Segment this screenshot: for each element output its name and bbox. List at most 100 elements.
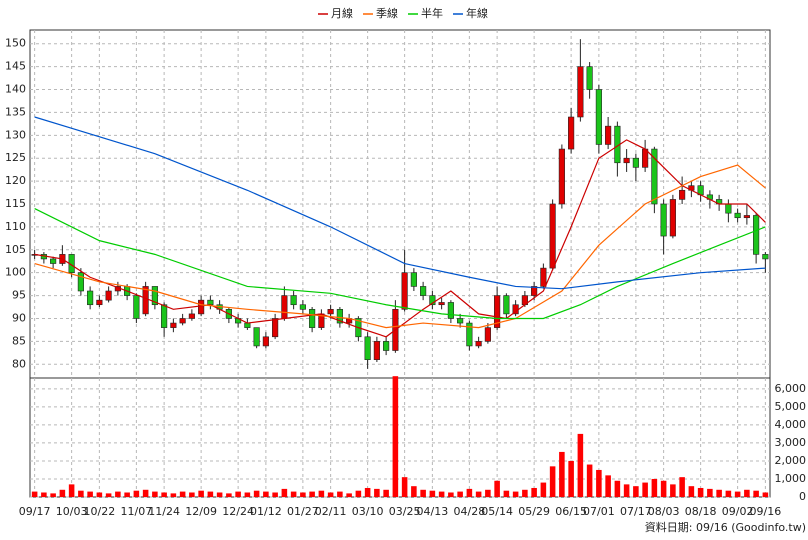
candle-body xyxy=(484,327,491,342)
candle-body xyxy=(290,295,297,306)
candle-body xyxy=(410,272,417,287)
volume-bar xyxy=(170,493,177,497)
volume-bar xyxy=(31,491,38,497)
volume-bar xyxy=(355,490,362,497)
volume-bar xyxy=(290,491,297,497)
volume-bar xyxy=(614,480,621,497)
volume-bar xyxy=(540,482,547,497)
volume-bar xyxy=(633,486,639,497)
y-tick-label: 145 xyxy=(5,60,26,73)
legend-label: 半年 xyxy=(421,6,443,20)
candle-body xyxy=(188,313,195,319)
x-tick-label: 07/17 xyxy=(620,505,652,518)
volume-bar xyxy=(411,486,417,497)
y-tick-label: 100 xyxy=(5,266,26,279)
x-tick-label: 08/18 xyxy=(685,505,717,518)
volume-bar xyxy=(383,489,389,497)
legend-label: 年線 xyxy=(466,6,488,20)
volume-bar xyxy=(87,491,93,497)
candle-body xyxy=(679,189,686,200)
volume-bar xyxy=(485,489,491,497)
x-tick-label: 01/12 xyxy=(250,505,282,518)
volume-bar xyxy=(651,478,658,497)
volume-bar xyxy=(559,451,565,497)
candle-body xyxy=(475,341,482,347)
volume-bar xyxy=(50,493,56,497)
x-tick-label: 09/02 xyxy=(722,505,754,518)
y-tick-label: 115 xyxy=(5,197,26,210)
volume-bar xyxy=(744,489,750,497)
volume-panel xyxy=(29,377,771,498)
x-tick-label: 02/11 xyxy=(315,505,347,518)
legend-label: 季線 xyxy=(376,6,398,20)
volume-bar xyxy=(586,464,593,497)
volume-bar xyxy=(216,492,223,497)
candle-body xyxy=(447,302,454,319)
volume-bar xyxy=(59,489,66,497)
candle-body xyxy=(179,318,186,324)
volume-bar xyxy=(226,493,232,497)
y-tick-label: 105 xyxy=(5,243,26,256)
candle-body xyxy=(494,295,501,328)
candle-body xyxy=(299,304,306,310)
volume-bar xyxy=(392,376,399,497)
volume-bar xyxy=(660,480,667,497)
volume-bar xyxy=(161,492,167,497)
volume-bar xyxy=(374,488,380,497)
x-tick-label: 12/24 xyxy=(222,505,254,518)
volume-bar xyxy=(725,490,732,497)
x-tick-label: 03/10 xyxy=(352,505,384,518)
volume-bar xyxy=(152,491,158,497)
candle-body xyxy=(309,309,316,328)
x-tick-label: 04/28 xyxy=(454,505,486,518)
volume-bar xyxy=(364,487,371,497)
candle-body xyxy=(336,309,343,324)
candle-body xyxy=(96,299,103,306)
volume-bar xyxy=(96,492,103,497)
candle-body xyxy=(623,157,630,164)
volume-bar xyxy=(318,490,325,497)
candle-body xyxy=(568,116,575,150)
candle-body xyxy=(373,341,380,360)
y-tick-label: 120 xyxy=(5,174,26,187)
candle-body xyxy=(605,125,612,145)
volume-bar xyxy=(512,491,519,497)
candle-body xyxy=(632,157,639,168)
y2-tick-label: 0 xyxy=(799,490,806,503)
x-tick-label: 11/24 xyxy=(148,505,180,518)
y2-tick-label: 6,000 xyxy=(775,382,807,395)
volume-bar xyxy=(679,477,685,497)
ma-line xyxy=(34,116,766,290)
y2-tick-label: 5,000 xyxy=(775,400,807,413)
y-tick-label: 135 xyxy=(5,105,26,118)
candle-body xyxy=(743,215,750,219)
y-tick-label: 150 xyxy=(5,37,26,50)
candle-body xyxy=(198,299,205,315)
y2-tick-label: 2,000 xyxy=(775,454,807,467)
volume-bar xyxy=(466,488,473,497)
volume-bar xyxy=(309,491,315,497)
volume-bar xyxy=(124,492,130,497)
x-tick-label: 03/25 xyxy=(389,505,421,518)
volume-bar xyxy=(688,486,695,497)
volume-bar xyxy=(596,469,602,497)
candle-body xyxy=(161,304,168,328)
volume-bar xyxy=(457,491,463,497)
candle-body xyxy=(253,327,260,347)
volume-bar xyxy=(244,492,251,497)
volume-bar xyxy=(503,490,510,497)
volume-bar xyxy=(189,492,195,497)
volume-bar xyxy=(337,491,343,497)
y2-tick-label: 3,000 xyxy=(775,436,807,449)
x-tick-label: 05/14 xyxy=(481,505,513,518)
candle-body xyxy=(383,341,390,351)
volume-bar xyxy=(670,484,676,497)
ma-line xyxy=(34,139,766,338)
candle-body xyxy=(540,267,547,287)
volume-bar xyxy=(642,482,648,497)
candle-body xyxy=(753,215,760,255)
volume-bar xyxy=(429,490,436,497)
legend-label: 月線 xyxy=(331,6,353,20)
candle-body xyxy=(272,318,279,338)
volume-bar xyxy=(448,492,454,497)
